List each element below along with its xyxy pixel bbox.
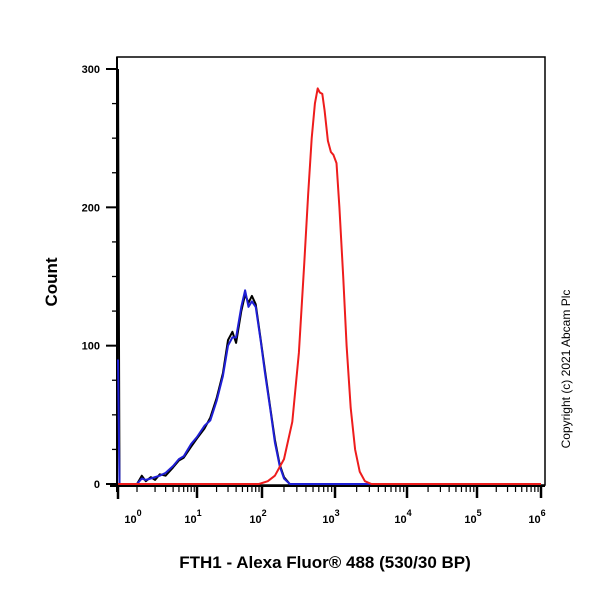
- x-axis: 100 101 102 103 104 105 106: [110, 485, 546, 526]
- y-axis-label: Count: [42, 257, 61, 307]
- copyright-notice: Copyright (c) 2021 Abcam Plc: [559, 289, 573, 449]
- x-tick-label: 100: [124, 508, 141, 526]
- series-unlabelled-blue: [117, 289, 541, 485]
- plot-frame: [116, 56, 546, 486]
- x-tick-label: 106: [528, 508, 545, 526]
- x-tick-label: 101: [184, 508, 201, 526]
- x-tick-label: 102: [249, 508, 266, 526]
- y-axis: 0 100 200 300: [82, 57, 118, 492]
- series-layer: [117, 68, 541, 485]
- x-tick-label: 103: [322, 508, 339, 526]
- y-tick-label: 300: [82, 64, 100, 76]
- y-tick-label: 100: [82, 341, 100, 353]
- y-tick-label: 200: [82, 202, 100, 214]
- x-tick-label: 105: [464, 508, 481, 526]
- series-fth1-red: [118, 87, 541, 485]
- x-tick-label: 104: [394, 508, 411, 526]
- x-axis-label: FTH1 - Alexa Fluor® 488 (530/30 BP): [179, 553, 471, 572]
- y-tick-label: 0: [94, 479, 100, 491]
